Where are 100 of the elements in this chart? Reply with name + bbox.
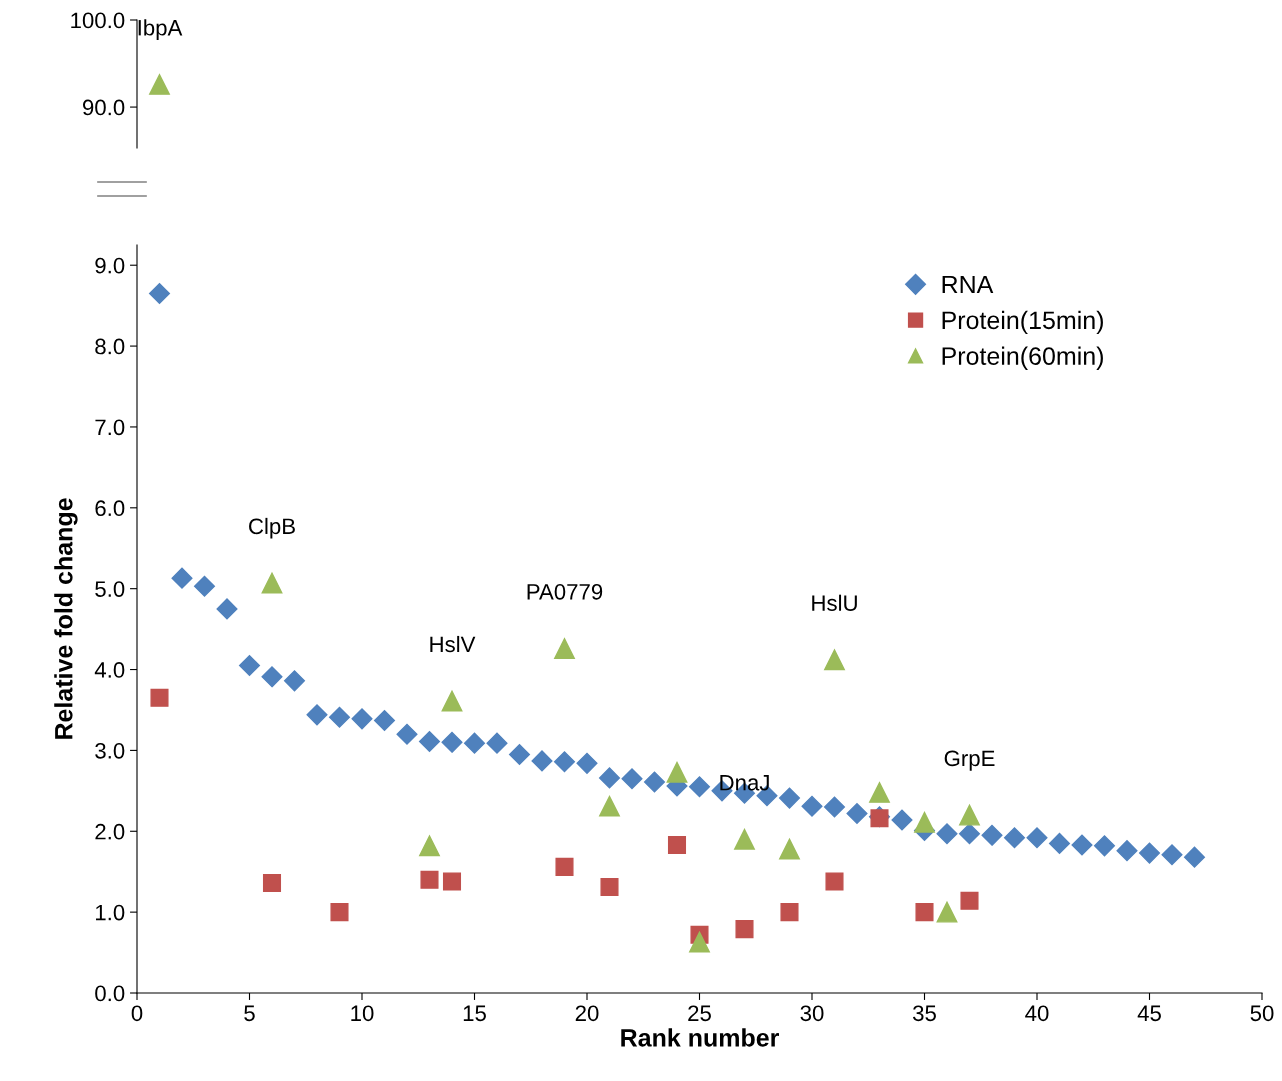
point — [959, 804, 980, 826]
point — [801, 795, 823, 817]
y-tick-label: 3.0 — [95, 742, 125, 759]
point — [891, 809, 913, 831]
annotation: GrpE — [944, 750, 995, 771]
annotation: HslV — [430, 635, 476, 653]
legend-label: Protein(15min) — [942, 310, 1103, 335]
point — [396, 723, 418, 745]
point — [1093, 835, 1116, 857]
point — [643, 771, 666, 793]
point — [958, 823, 981, 845]
point — [420, 870, 439, 889]
y-tick-label: 1.0 — [96, 904, 125, 921]
annotation: HslU — [812, 594, 857, 611]
y-tick-label: 4.0 — [94, 662, 125, 678]
point — [1183, 846, 1206, 868]
point — [193, 575, 216, 597]
point — [419, 835, 440, 857]
point — [373, 709, 396, 732]
x-tick-label: 5 — [244, 1005, 255, 1022]
y-tick-label: 0.0 — [95, 985, 125, 1002]
x-tick-label: 20 — [575, 1005, 599, 1022]
point — [735, 920, 754, 939]
point — [330, 903, 349, 922]
point — [1003, 827, 1026, 849]
point — [734, 828, 755, 850]
point — [306, 704, 328, 726]
point — [442, 872, 462, 891]
legend-label: Protein(60min) — [942, 346, 1103, 370]
y-tick-label: 2.0 — [95, 823, 125, 840]
annotation: IbpA — [138, 19, 183, 40]
point — [441, 690, 463, 712]
point — [823, 796, 846, 818]
point — [621, 768, 643, 790]
point — [981, 824, 1003, 846]
point — [780, 903, 799, 922]
point — [555, 857, 574, 876]
legend-label: RNA — [942, 275, 994, 294]
y-tick-label: 9.0 — [95, 257, 125, 274]
point — [914, 811, 935, 833]
x-tick-label: 10 — [351, 1005, 374, 1022]
point — [688, 776, 711, 798]
y-tick-label: 5.0 — [95, 581, 125, 597]
point — [599, 795, 620, 817]
point — [598, 767, 621, 789]
point — [441, 731, 463, 753]
point — [531, 750, 553, 772]
point — [846, 802, 868, 824]
point — [936, 901, 958, 923]
point — [261, 666, 283, 688]
point — [1116, 840, 1138, 862]
x-axis-title: Rank number — [621, 1028, 779, 1047]
point — [576, 752, 598, 774]
x-tick-label: 15 — [463, 1005, 486, 1022]
point — [463, 732, 486, 754]
y-axis-title: Relative fold change — [54, 498, 78, 739]
x-tick-label: 50 — [1250, 1005, 1274, 1022]
point — [554, 638, 575, 659]
point — [262, 873, 282, 893]
point — [486, 732, 508, 754]
y-tick-label: 100.0 — [71, 12, 125, 29]
point — [779, 838, 800, 860]
point — [148, 283, 171, 305]
x-tick-label: 40 — [1025, 1005, 1049, 1022]
point — [216, 598, 238, 620]
x-tick-label: 45 — [1137, 1005, 1161, 1022]
point — [600, 878, 619, 897]
point — [936, 823, 958, 845]
point — [824, 649, 845, 671]
point — [261, 572, 283, 594]
point — [869, 782, 890, 803]
y-tick-label: 90.0 — [82, 99, 125, 116]
point — [667, 835, 687, 855]
x-tick-label: 25 — [688, 1005, 711, 1022]
point — [418, 730, 441, 753]
point — [238, 654, 261, 677]
point — [825, 872, 844, 891]
point — [171, 567, 193, 589]
point — [553, 751, 576, 773]
annotation: PA0779 — [527, 583, 603, 600]
annotation: DnaJ — [720, 775, 769, 791]
point — [778, 787, 801, 809]
point — [1048, 832, 1071, 854]
annotation: ClpB — [249, 517, 295, 539]
y-tick-label: 7.0 — [95, 419, 125, 436]
point — [150, 688, 169, 707]
y-tick-label: 6.0 — [95, 500, 125, 517]
point — [508, 743, 531, 765]
point — [666, 761, 688, 783]
point — [351, 708, 373, 730]
x-tick-label: 35 — [912, 1005, 936, 1022]
point — [1138, 842, 1161, 864]
point — [1026, 827, 1048, 849]
x-tick-label: 30 — [800, 1005, 824, 1022]
point — [328, 706, 351, 728]
point — [870, 809, 889, 828]
point — [689, 931, 710, 953]
x-tick-label: 0 — [131, 1005, 143, 1022]
point — [1161, 844, 1183, 866]
point — [960, 891, 979, 910]
